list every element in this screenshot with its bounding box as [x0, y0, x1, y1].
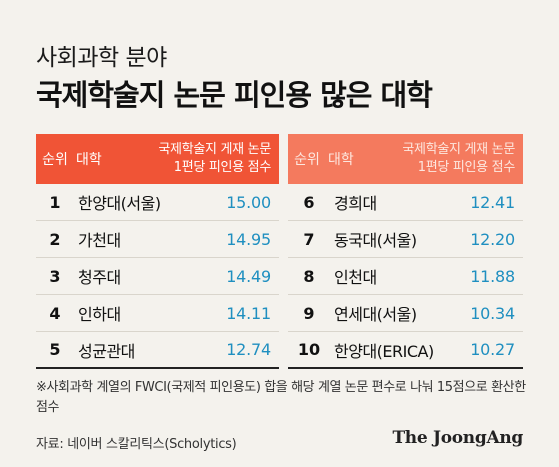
table-header: 순위 대학 국제학술지 게재 논문 1편당 피인용 점수 [36, 134, 279, 184]
header-rank: 순위 [42, 152, 68, 168]
table-row: 6 경희대 12.41 [288, 184, 523, 221]
brand-logo: The JoongAng [392, 428, 523, 448]
row-name: 인하대 [78, 305, 121, 324]
row-value: 12.41 [470, 192, 515, 212]
row-value: 14.49 [226, 266, 271, 286]
table-row: 3 청주대 14.49 [36, 258, 279, 295]
row-value: 12.74 [226, 340, 271, 359]
source-credit: 자료: 네이버 스칼리틱스(Scholytics) [36, 437, 237, 452]
row-rank: 8 [303, 266, 315, 286]
table-header: 순위 대학 국제학술지 게재 논문 1편당 피인용 점수 [288, 134, 523, 184]
table-row: 1 한양대(서울) 15.00 [36, 184, 279, 221]
row-name: 동국대(서울) [334, 231, 417, 250]
row-name: 한양대(서울) [78, 194, 161, 213]
table-row: 9 연세대(서울) 10.34 [288, 295, 523, 332]
row-value: 10.34 [470, 303, 515, 323]
row-value: 11.88 [470, 266, 515, 286]
row-rank: 2 [49, 229, 61, 249]
row-rank: 9 [303, 303, 315, 323]
row-rank: 6 [303, 192, 315, 212]
row-name: 성균관대 [78, 341, 135, 361]
table-row: 7 동국대(서울) 12.20 [288, 221, 523, 258]
page-title: 국제학술지 논문 피인용 많은 대학 [36, 78, 433, 112]
ranking-table-left: 순위 대학 국제학술지 게재 논문 1편당 피인용 점수 1 한양대(서울) 1… [36, 134, 279, 369]
row-value: 14.11 [226, 303, 271, 323]
header-value: 국제학술지 게재 논문 1편당 피인용 점수 [112, 134, 279, 184]
subtitle: 사회과학 분야 [36, 45, 167, 71]
row-rank: 3 [49, 266, 61, 286]
row-name: 인천대 [334, 268, 377, 287]
table-row: 5 성균관대 12.74 [36, 332, 279, 369]
row-rank: 4 [49, 303, 61, 323]
header-name: 대학 [328, 152, 354, 168]
header-value-line1: 국제학술지 게재 논문 [402, 142, 515, 157]
row-value: 12.20 [470, 229, 515, 249]
row-rank: 1 [49, 192, 61, 212]
row-rank: 10 [297, 340, 321, 359]
row-value: 10.27 [470, 340, 515, 359]
row-name: 한양대(ERICA) [334, 341, 434, 361]
header-rank: 순위 [294, 152, 320, 168]
row-value: 14.95 [226, 229, 271, 249]
row-name: 경희대 [334, 194, 377, 213]
table-row: 4 인하대 14.11 [36, 295, 279, 332]
row-rank: 5 [49, 340, 61, 359]
footnote: ※사회과학 계열의 FWCI(국제적 피인용도) 합을 해당 계열 논문 편수로… [36, 380, 526, 415]
row-value: 15.00 [226, 192, 271, 212]
row-name: 청주대 [78, 268, 121, 287]
header-value-line2: 1편당 피인용 점수 [173, 160, 272, 175]
table-row: 2 가천대 14.95 [36, 221, 279, 258]
row-name: 연세대(서울) [334, 305, 417, 324]
header-value-line2: 1편당 피인용 점수 [417, 160, 516, 175]
table-row: 8 인천대 11.88 [288, 258, 523, 295]
header-value: 국제학술지 게재 논문 1편당 피인용 점수 [364, 134, 523, 184]
ranking-table-right: 순위 대학 국제학술지 게재 논문 1편당 피인용 점수 6 경희대 12.41… [288, 134, 523, 369]
row-rank: 7 [303, 229, 315, 249]
table-row: 10 한양대(ERICA) 10.27 [288, 332, 523, 369]
header-value-line1: 국제학술지 게재 논문 [158, 142, 271, 157]
row-name: 가천대 [78, 231, 121, 250]
header-name: 대학 [76, 152, 102, 168]
